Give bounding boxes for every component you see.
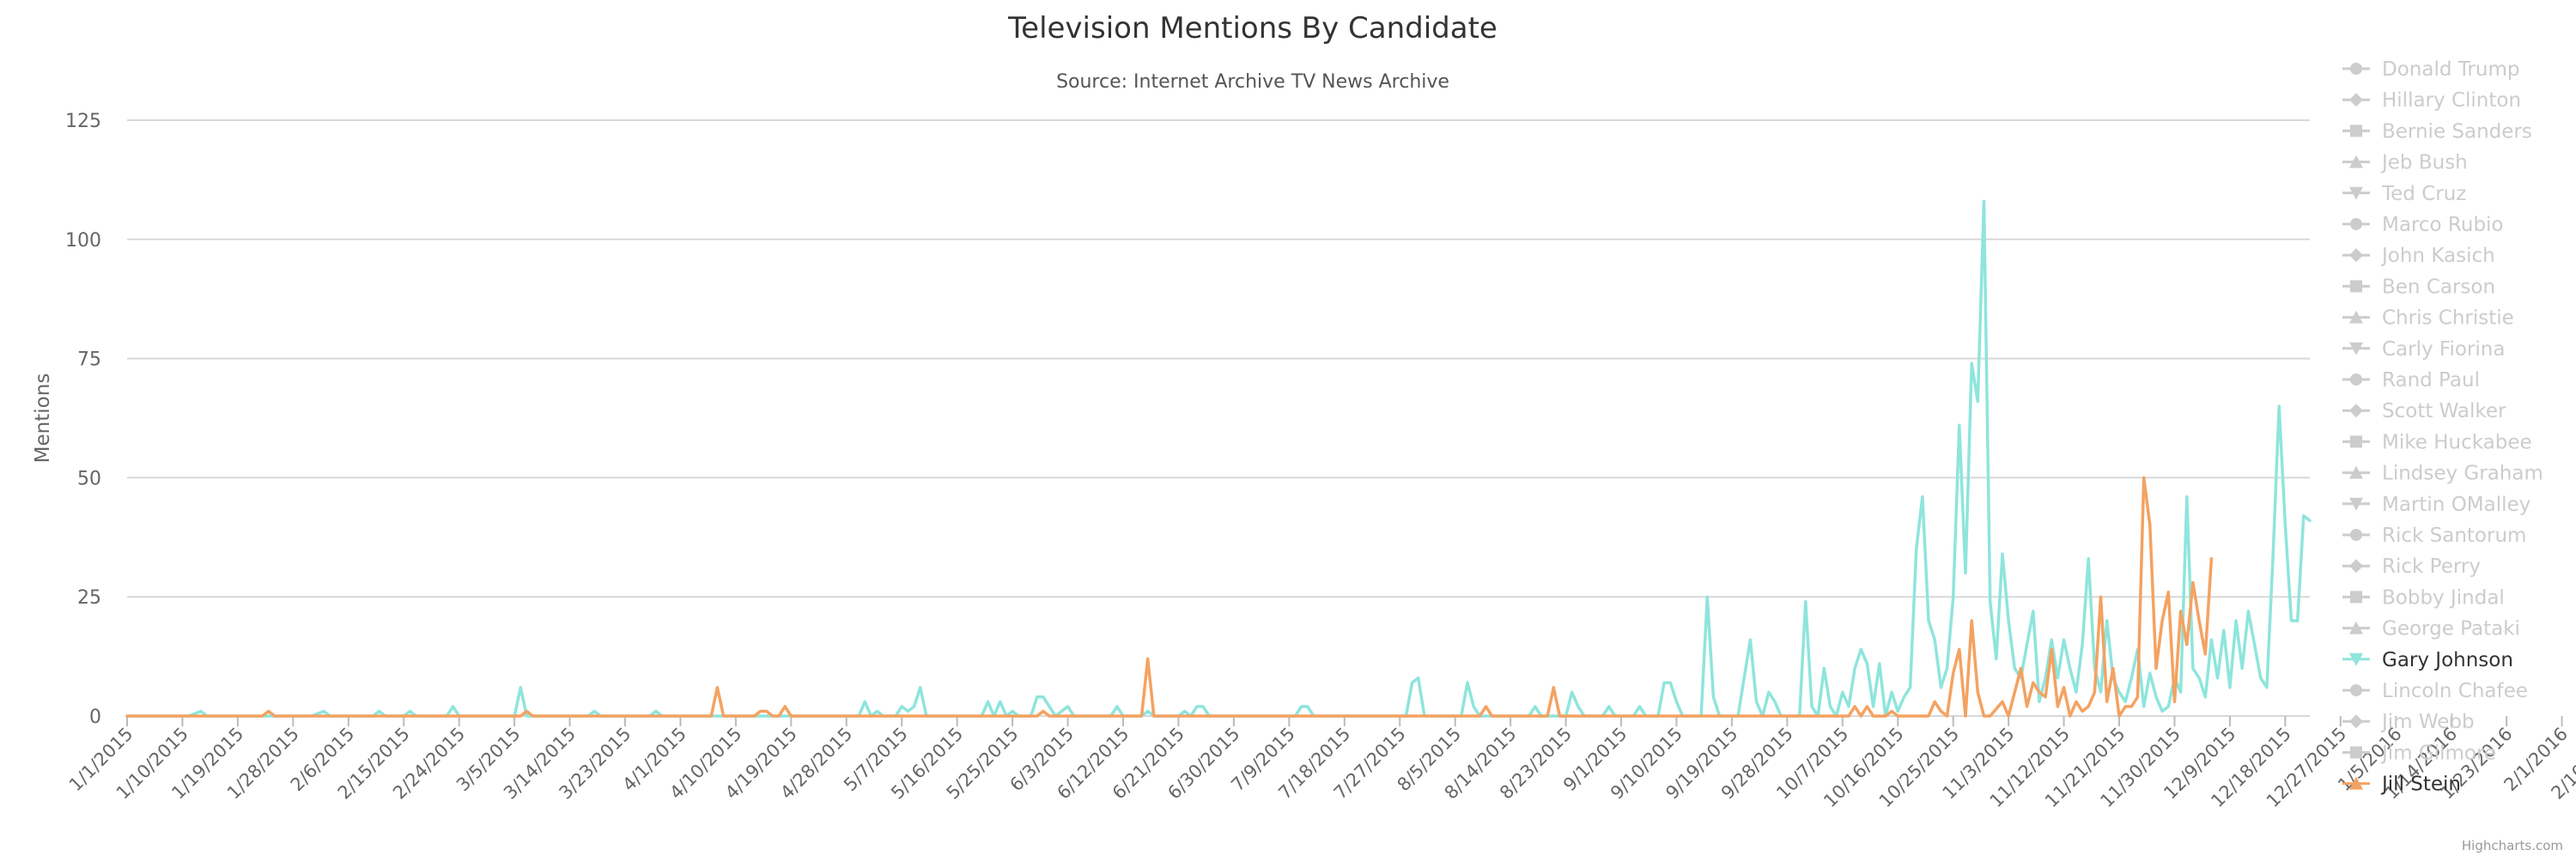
- legend-item-jim-webb[interactable]: Jim Webb: [2342, 711, 2475, 733]
- legend-label: Chris Christie: [2382, 307, 2514, 330]
- legend-label: Lincoln Chafee: [2382, 680, 2528, 702]
- legend-item-gary-johnson[interactable]: Gary Johnson: [2342, 649, 2513, 671]
- legend-item-mike-huckabee[interactable]: Mike Huckabee: [2342, 431, 2532, 453]
- series-line-gary-johnson: [125, 199, 2312, 718]
- legend-label: Jim Gilmore: [2380, 742, 2496, 764]
- legend-label: Jim Webb: [2380, 711, 2475, 733]
- legend-item-martin-omalley[interactable]: Martin OMalley: [2342, 494, 2530, 516]
- legend-label: Martin OMalley: [2382, 494, 2530, 516]
- legend: Donald Trump Hillary Clinton Bernie Sander…: [2342, 58, 2543, 796]
- legend-label: Jill Stein: [2380, 774, 2461, 796]
- legend-label: Scott Walker: [2382, 400, 2506, 422]
- legend-label: Jeb Bush: [2380, 152, 2468, 174]
- legend-item-lincoln-chafee[interactable]: Lincoln Chafee: [2342, 680, 2528, 702]
- series-line-jill-stein: [125, 476, 2214, 718]
- legend-label: Hillary Clinton: [2382, 89, 2521, 112]
- y-tick-label: 0: [89, 707, 101, 728]
- legend-item-rand-paul[interactable]: Rand Paul: [2342, 369, 2480, 392]
- legend-label: Rick Perry: [2382, 555, 2481, 578]
- series-lines: [125, 199, 2312, 718]
- credits-link[interactable]: Highcharts.com: [2462, 838, 2563, 853]
- legend-label: John Kasich: [2380, 245, 2495, 267]
- legend-label: Lindsey Graham: [2382, 463, 2543, 485]
- legend-label: Marco Rubio: [2382, 214, 2504, 236]
- y-tick-label: 100: [65, 230, 101, 252]
- legend-label: Rand Paul: [2382, 369, 2480, 392]
- legend-item-rick-perry[interactable]: Rick Perry: [2342, 555, 2481, 578]
- legend-label: Donald Trump: [2382, 58, 2519, 81]
- y-axis-title: Mentions: [32, 373, 54, 464]
- chart-subtitle: Source: Internet Archive TV News Archive: [1056, 71, 1449, 93]
- legend-item-bernie-sanders[interactable]: Bernie Sanders: [2342, 120, 2532, 143]
- legend-label: Rick Santorum: [2382, 525, 2526, 547]
- legend-item-ben-carson[interactable]: Ben Carson: [2342, 276, 2495, 298]
- legend-item-jill-stein[interactable]: Jill Stein: [2342, 774, 2461, 796]
- legend-item-jeb-bush[interactable]: Jeb Bush: [2342, 152, 2468, 174]
- legend-item-carly-fiorina[interactable]: Carly Fiorina: [2342, 338, 2505, 361]
- legend-item-george-pataki[interactable]: George Pataki: [2342, 618, 2520, 640]
- legend-item-chris-christie[interactable]: Chris Christie: [2342, 307, 2514, 330]
- legend-label: Bobby Jindal: [2382, 586, 2505, 609]
- y-tick-label: 125: [65, 111, 101, 132]
- legend-item-rick-santorum[interactable]: Rick Santorum: [2342, 525, 2526, 547]
- legend-item-bobby-jindal[interactable]: Bobby Jindal: [2342, 586, 2505, 609]
- legend-item-ted-cruz[interactable]: Ted Cruz: [2342, 183, 2466, 205]
- y-tick-label: 50: [77, 468, 101, 489]
- legend-label: George Pataki: [2382, 618, 2520, 640]
- legend-item-marco-rubio[interactable]: Marco Rubio: [2342, 214, 2504, 236]
- legend-item-jim-gilmore[interactable]: Jim Gilmore: [2342, 742, 2496, 764]
- legend-item-scott-walker[interactable]: Scott Walker: [2342, 400, 2506, 422]
- y-axis: 0 25 50 75 100 125: [65, 111, 101, 728]
- legend-item-john-kasich[interactable]: John Kasich: [2342, 245, 2495, 267]
- y-tick-label: 75: [77, 349, 101, 371]
- legend-label: Bernie Sanders: [2382, 120, 2532, 143]
- legend-label: Ted Cruz: [2381, 183, 2466, 205]
- legend-item-hillary-clinton[interactable]: Hillary Clinton: [2342, 89, 2521, 112]
- legend-item-donald-trump[interactable]: Donald Trump: [2342, 58, 2519, 81]
- legend-label: Gary Johnson: [2382, 649, 2513, 671]
- legend-label: Carly Fiorina: [2382, 338, 2505, 361]
- legend-item-lindsey-graham[interactable]: Lindsey Graham: [2342, 463, 2543, 485]
- legend-label: Mike Huckabee: [2382, 431, 2532, 453]
- x-axis: 1/1/20151/10/20151/19/20151/28/20152/6/2…: [65, 716, 2576, 811]
- legend-label: Ben Carson: [2382, 276, 2495, 298]
- y-tick-label: 25: [77, 587, 101, 609]
- chart-title: Television Mentions By Candidate: [1007, 11, 1498, 46]
